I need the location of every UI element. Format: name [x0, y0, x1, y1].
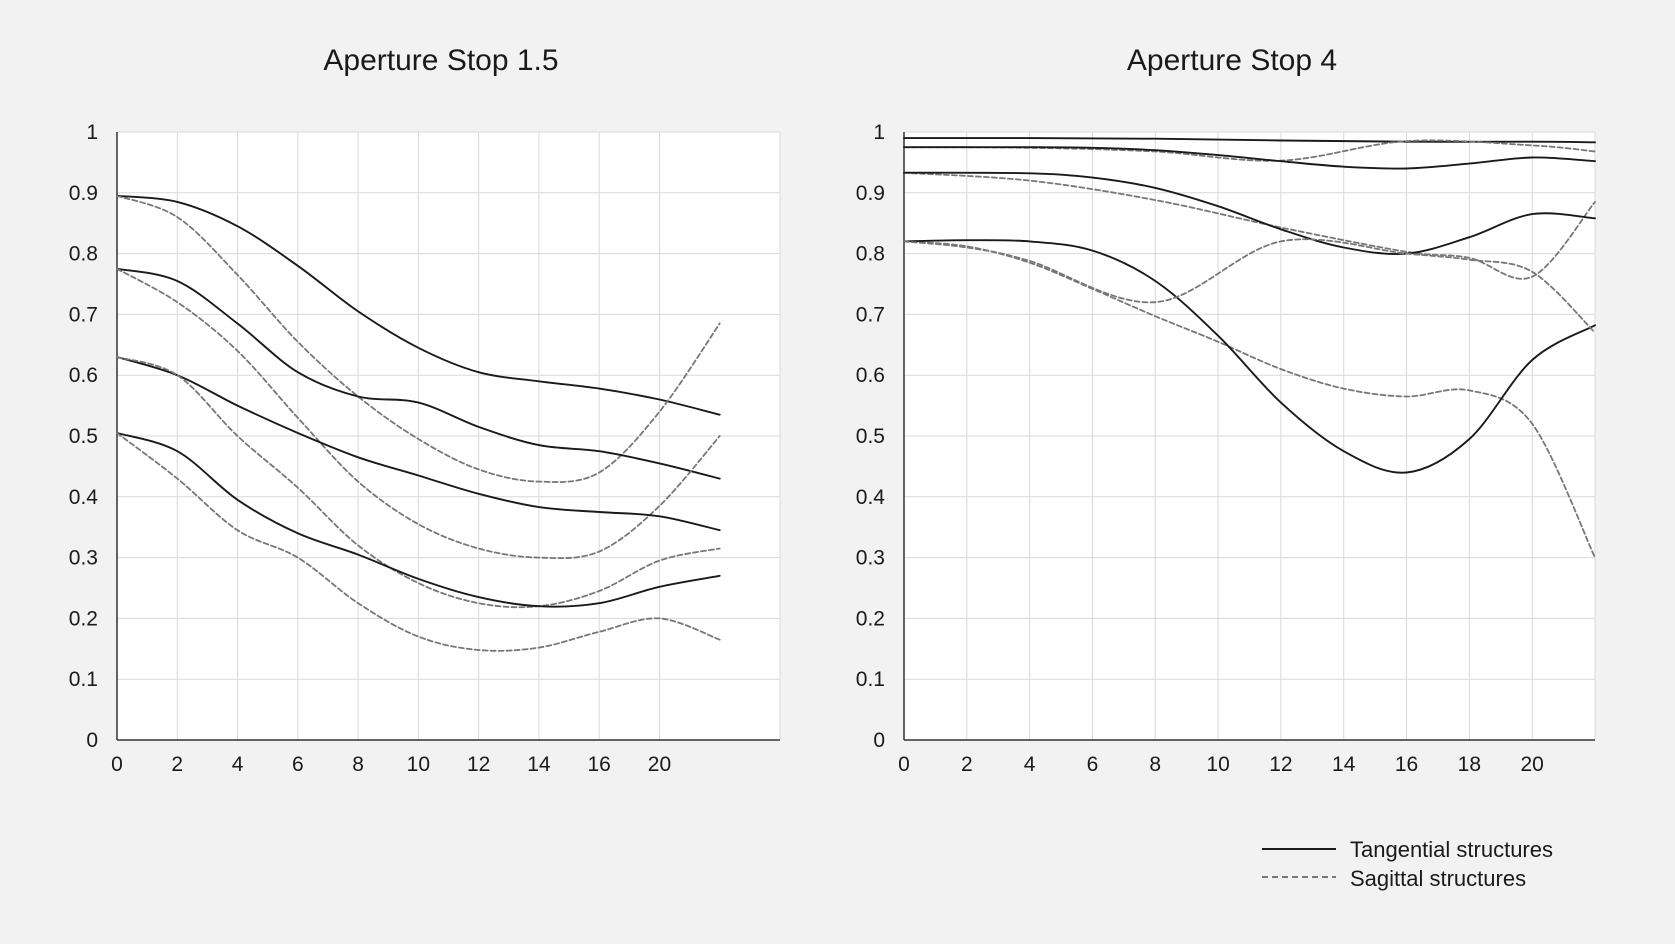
y-tick-label: 0.8 [856, 243, 885, 266]
chart-panel-2: Aperture Stop 4 0 2 4 6 8 10 12 14 16 18 20 0 0.1 0.2 0… [856, 44, 1595, 776]
y-tick-label: 0.6 [69, 364, 98, 387]
x-tick-label: 10 [1206, 753, 1229, 776]
x-tick-label: 4 [232, 753, 244, 776]
x-tick-label: 2 [171, 753, 183, 776]
y-tick-label: 0.8 [69, 243, 98, 266]
chart-title: Aperture Stop 4 [1127, 44, 1337, 77]
y-tick-label: 0.2 [856, 607, 885, 630]
y-tick-label: 0 [873, 729, 885, 752]
y-tick-label: 0.4 [69, 486, 99, 509]
y-tick-label: 0.6 [856, 364, 885, 387]
y-tick-label: 0.5 [69, 425, 98, 448]
x-tick-label: 18 [1458, 753, 1481, 776]
y-tick-label: 0.1 [856, 668, 885, 691]
x-tick-label: 0 [898, 753, 910, 776]
y-tick-label: 0.3 [856, 547, 885, 570]
x-tick-label: 20 [1521, 753, 1544, 776]
y-tick-label: 0 [86, 729, 98, 752]
x-tick-label: 16 [588, 753, 611, 776]
x-tick-label: 16 [1395, 753, 1418, 776]
x-tick-label: 20 [648, 753, 671, 776]
x-tick-label: 14 [1332, 753, 1356, 776]
y-tick-label: 1 [873, 121, 885, 144]
y-tick-label: 0.1 [69, 668, 98, 691]
y-tick-label: 0.5 [856, 425, 885, 448]
legend: Tangential structures Sagittal structure… [1262, 837, 1553, 891]
x-tick-label: 8 [352, 753, 364, 776]
y-tick-label: 0.3 [69, 547, 98, 570]
chart-title: Aperture Stop 1.5 [323, 44, 558, 77]
x-tick-label: 6 [292, 753, 304, 776]
x-tick-label: 0 [111, 753, 123, 776]
y-tick-label: 0.4 [856, 486, 886, 509]
legend-sagittal-label: Sagittal structures [1350, 866, 1526, 891]
y-tick-label: 0.9 [856, 182, 885, 205]
y-tick-label: 0.2 [69, 607, 98, 630]
x-tick-label: 12 [1269, 753, 1292, 776]
y-tick-label: 1 [86, 121, 98, 144]
y-tick-label: 0.9 [69, 182, 98, 205]
y-tick-label: 0.7 [69, 303, 98, 326]
x-tick-label: 14 [527, 753, 551, 776]
x-tick-label: 8 [1149, 753, 1161, 776]
x-tick-label: 10 [407, 753, 430, 776]
chart-panel-1: Aperture Stop 1.5 0 2 4 6 8 10 12 14 16 20 0 0.1 0.2 0… [69, 44, 780, 776]
x-tick-label: 12 [467, 753, 490, 776]
y-tick-label: 0.7 [856, 303, 885, 326]
x-tick-label: 6 [1087, 753, 1099, 776]
x-tick-label: 4 [1024, 753, 1036, 776]
legend-tangential-label: Tangential structures [1350, 837, 1553, 862]
x-tick-label: 2 [961, 753, 973, 776]
